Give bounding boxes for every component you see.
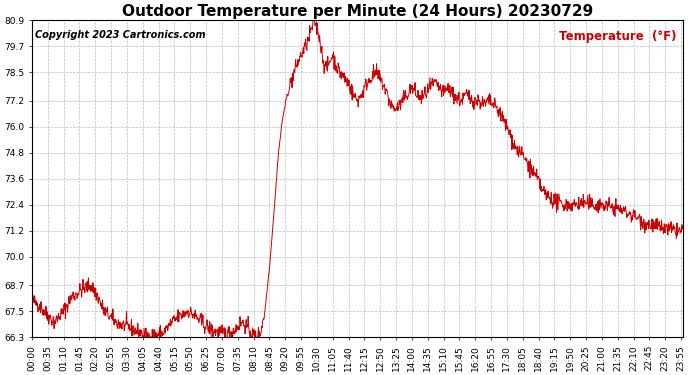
Title: Outdoor Temperature per Minute (24 Hours) 20230729: Outdoor Temperature per Minute (24 Hours…: [121, 4, 593, 19]
Text: Copyright 2023 Cartronics.com: Copyright 2023 Cartronics.com: [35, 30, 206, 40]
Text: Temperature  (°F): Temperature (°F): [559, 30, 676, 43]
